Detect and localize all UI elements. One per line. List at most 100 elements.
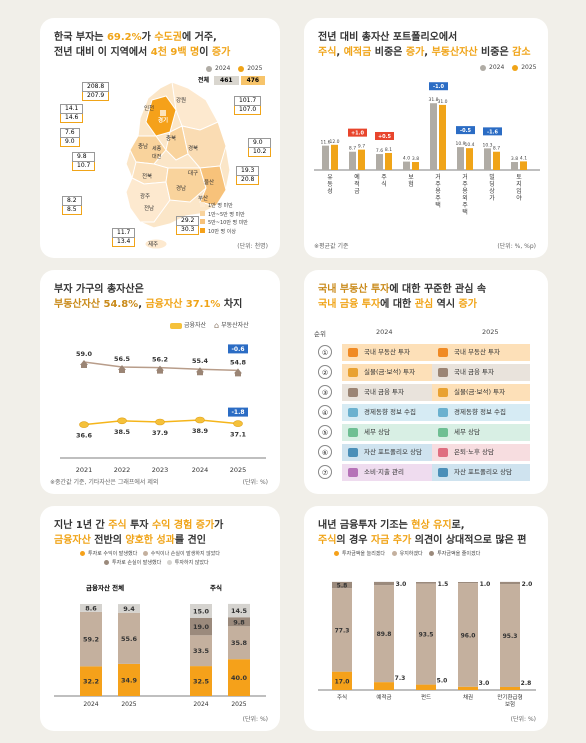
ranking-row: ⑥ 자산 포트폴리오 상담 은퇴·노후 상담 <box>318 444 544 461</box>
group-label-stock: 주식 <box>210 584 222 592</box>
stance-increase-value: 7.3 <box>395 675 406 682</box>
coin-marker <box>195 416 205 424</box>
real-estate-value: 54.8 <box>230 358 247 366</box>
map-value-daegu: 19.3 20.8 <box>236 166 260 185</box>
stance-category-label: 보험 <box>505 701 515 708</box>
house-marker <box>118 365 126 373</box>
map-label-jeju: 제주 <box>148 240 158 248</box>
portfolio-change-value: -1.0 <box>433 84 444 90</box>
asset-legend: 금융자산 ⌂ 부동산자산 <box>170 320 249 330</box>
rank-cell-2024: 국내 금융 투자 <box>342 384 440 401</box>
portfolio-change-value: +1.0 <box>351 131 365 137</box>
portfolio-change-value: +0.5 <box>378 134 392 140</box>
portfolio-bar <box>457 147 464 170</box>
map-value-sejong: 7.6 9.0 <box>60 128 80 147</box>
rank-item-label: 세무 상담 <box>364 428 390 436</box>
real-estate-change-value: -0.6 <box>231 346 244 353</box>
stance-decrease-value: 2.0 <box>522 581 533 588</box>
panel3-note: ※중간값 기준, 기타자산은 그래프에서 제외 <box>50 479 159 486</box>
rank-item-label: 경제동향 정보 수집 <box>454 408 506 416</box>
portfolio-bar <box>358 149 365 170</box>
portfolio-category-label: 용 <box>462 188 468 195</box>
portfolio-change-value: -1.6 <box>487 129 498 135</box>
map-value-chungbuk: 9.0 10.2 <box>248 138 272 157</box>
year-label: 2022 <box>114 466 131 474</box>
portfolio-bar <box>484 148 491 170</box>
item-icon <box>438 348 448 357</box>
map-value-busan: 29.2 30.3 <box>176 216 200 235</box>
return-segment-value: 15.0 <box>193 607 210 615</box>
rank-number: ② <box>318 365 332 379</box>
stance-keep-value: 93.5 <box>419 632 434 639</box>
portfolio-category-label: 동 <box>327 181 333 188</box>
map-label-busan: 부산 <box>198 194 208 202</box>
item-icon <box>438 368 448 377</box>
rank-item-label: 소비·지출 관리 <box>364 468 405 476</box>
coin-icon <box>170 322 182 329</box>
house-marker <box>80 360 88 368</box>
portfolio-category-label: 외 <box>462 195 468 202</box>
ranking-row: ① 국내 부동산 투자 국내 부동산 투자 <box>318 344 544 361</box>
panel2-note: ※평균값 기준 <box>314 243 349 250</box>
rank-item-label: 세무 상담 <box>454 428 480 436</box>
portfolio-bar-value: 31.8 <box>428 97 438 103</box>
return-legend: 투자로 수익이 발생했다 수익이나 손실이 발생하지 않았다 투자로 손실이 발… <box>80 550 220 568</box>
return-segment-value: 35.8 <box>231 639 248 647</box>
portfolio-category-label: 임 <box>516 187 522 195</box>
portfolio-bar-value: 8.1 <box>385 147 392 153</box>
portfolio-category-label: 주 <box>435 181 441 188</box>
item-icon <box>348 348 358 357</box>
item-icon <box>348 388 358 397</box>
rank-number: ① <box>318 345 332 359</box>
year-label: 2024 <box>192 466 209 474</box>
rank-cell-2025: 국내 부동산 투자 <box>432 344 530 361</box>
stance-segment <box>458 583 478 687</box>
item-icon <box>438 388 448 397</box>
stance-segment <box>374 581 394 586</box>
portfolio-category-label: 용 <box>435 188 441 195</box>
map-density-legend: 1만 명 미만 1만~5만 명 미만 5만~10만 명 미만 10만 명 이상 <box>200 202 248 236</box>
portfolio-category-label: 적 <box>354 181 360 188</box>
house-marker <box>196 367 204 376</box>
map-label-jeonbuk: 전북 <box>142 172 152 180</box>
portfolio-category-label: 식 <box>381 180 387 188</box>
map-label-gyeonggi: 경기 <box>158 116 168 124</box>
stance-segment <box>332 581 352 589</box>
map-value-gwangju: 8.2 8.5 <box>62 196 82 215</box>
portfolio-category-label: 가 <box>489 194 495 202</box>
portfolio-bar <box>349 151 356 170</box>
rank-item-label: 자산 포트폴리오 상담 <box>454 468 512 476</box>
portfolio-legend: 2024 2025 <box>480 64 536 71</box>
return-segment-value: 14.5 <box>231 607 248 615</box>
rank-item-label: 자산 포트폴리오 상담 <box>364 448 422 456</box>
rank-item-label: 경제동향 정보 수집 <box>364 408 416 416</box>
stance-segment <box>332 671 352 690</box>
ranking-row: ② 실물(금·보석) 투자 국내 금융 투자 <box>318 364 544 381</box>
map-label-chungnam: 충남 <box>138 142 148 150</box>
return-segment <box>80 666 102 696</box>
map-label-jeonnam: 전남 <box>144 204 154 212</box>
item-icon <box>438 448 448 457</box>
panel2-unit: (단위: %, %p) <box>497 243 536 250</box>
return-segment-value: 9.4 <box>123 605 135 613</box>
rank-cell-2024: 세무 상담 <box>342 424 440 441</box>
rank-cell-2024: 소비·지출 관리 <box>342 464 440 481</box>
ranking-row: ④ 경제동향 정보 수집 경제동향 정보 수집 <box>318 404 544 421</box>
real-estate-value: 56.5 <box>114 355 131 363</box>
rank-cell-2025: 자산 포트폴리오 상담 <box>432 464 530 481</box>
return-segment <box>118 604 140 613</box>
return-segment <box>118 663 140 696</box>
portfolio-category-label: 택 <box>462 209 468 216</box>
item-icon <box>438 428 448 437</box>
portfolio-bar-value: 8.7 <box>349 146 356 152</box>
group-label-total: 금융자산 전체 <box>86 584 125 592</box>
house-marker <box>156 365 164 374</box>
item-icon <box>438 468 448 477</box>
stance-segment <box>458 686 478 690</box>
portfolio-bar-value: 4.1 <box>520 155 527 161</box>
return-year-label: 2024 <box>193 701 208 708</box>
rank-cell-2025: 국내 금융 투자 <box>432 364 530 381</box>
portfolio-category-label: 야 <box>516 194 522 202</box>
portfolio-change-badge <box>375 131 394 140</box>
portfolio-change-badge <box>483 127 502 136</box>
